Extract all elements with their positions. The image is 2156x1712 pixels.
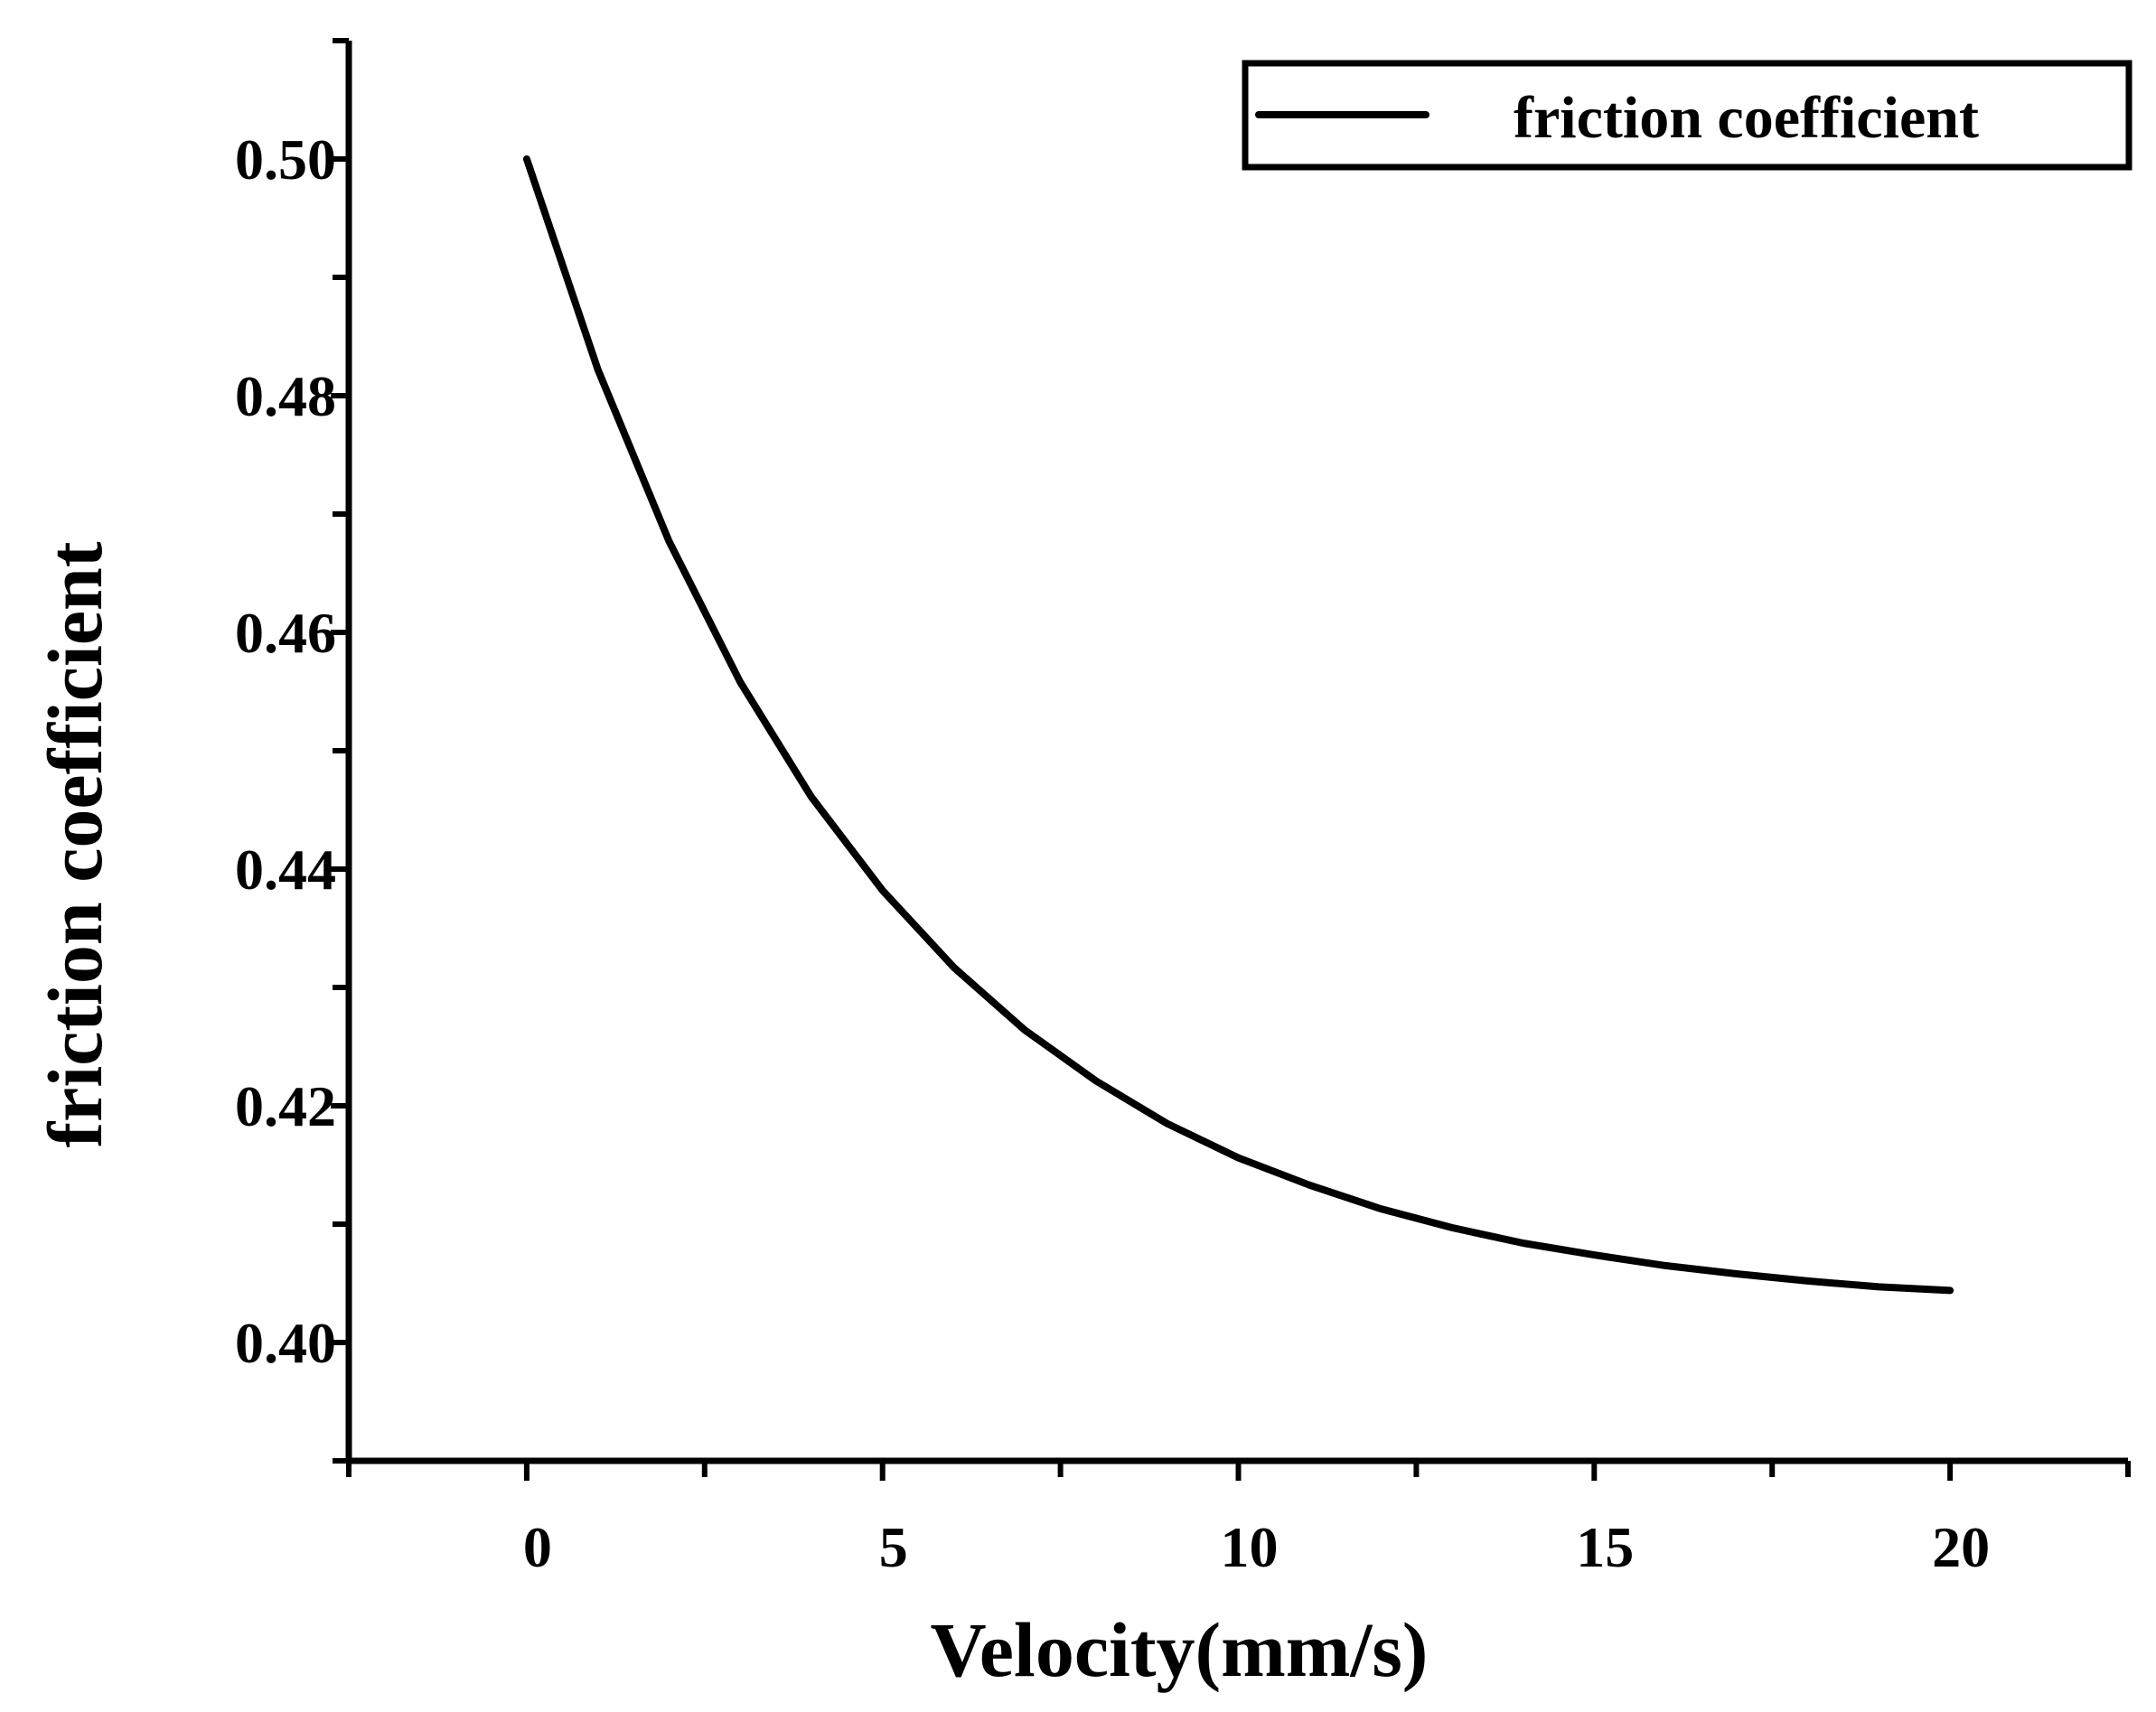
y-axis-title: friction coefficient	[32, 541, 118, 1147]
y-tick-label: 0.48	[235, 364, 336, 428]
x-tick-label: 5	[879, 1515, 908, 1579]
series-layer	[522, 155, 1954, 1295]
legend: friction coefficient	[1242, 60, 2133, 171]
x-tick-label: 0	[523, 1515, 552, 1579]
y-tick-label: 0.42	[235, 1074, 336, 1138]
x-ticks: 0 5 10 15 20	[346, 1461, 2131, 1579]
x-tick-label: 15	[1576, 1515, 1634, 1579]
y-ticks: 0.40 0.42 0.44 0.46 0.48 0.50	[235, 38, 349, 1464]
y-tick-label: 0.46	[235, 601, 336, 665]
x-tick-label: 20	[1932, 1515, 1990, 1579]
series-line-friction-coefficient	[522, 155, 1954, 1295]
y-tick-label: 0.50	[235, 127, 336, 192]
axes	[345, 41, 2128, 1464]
y-tick-label: 0.44	[235, 837, 336, 902]
x-axis-title: Velocity(mm/s)	[931, 1606, 1429, 1693]
x-tick-label: 10	[1221, 1515, 1279, 1579]
legend-label: friction coefficient	[1514, 85, 1979, 151]
y-tick-label: 0.40	[235, 1311, 336, 1375]
